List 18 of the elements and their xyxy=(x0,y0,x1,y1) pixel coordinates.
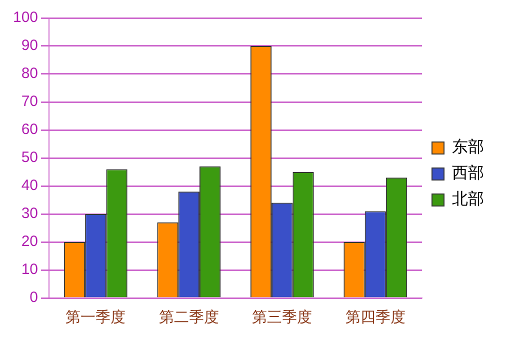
y-tick-label: 20 xyxy=(21,233,38,250)
y-tick-label: 80 xyxy=(21,65,38,82)
y-tick-label: 0 xyxy=(30,289,38,306)
y-tick-label: 10 xyxy=(21,261,38,278)
y-tick-label: 60 xyxy=(21,121,38,138)
x-tick-label: 第二季度 xyxy=(158,308,219,326)
y-tick-label: 100 xyxy=(12,9,38,26)
legend-label: 北部 xyxy=(452,189,484,208)
x-tick-label: 第四季度 xyxy=(345,308,406,326)
y-tick-label: 30 xyxy=(21,205,38,222)
x-tick-label: 第一季度 xyxy=(66,308,126,326)
y-tick-label: 70 xyxy=(21,93,38,110)
x-tick-label: 第三季度 xyxy=(252,308,312,326)
legend-label: 东部 xyxy=(452,137,484,156)
legend-label: 西部 xyxy=(452,163,484,182)
y-tick-label: 90 xyxy=(21,37,38,54)
y-tick-label: 40 xyxy=(21,177,38,194)
y-tick-label: 50 xyxy=(21,149,38,166)
